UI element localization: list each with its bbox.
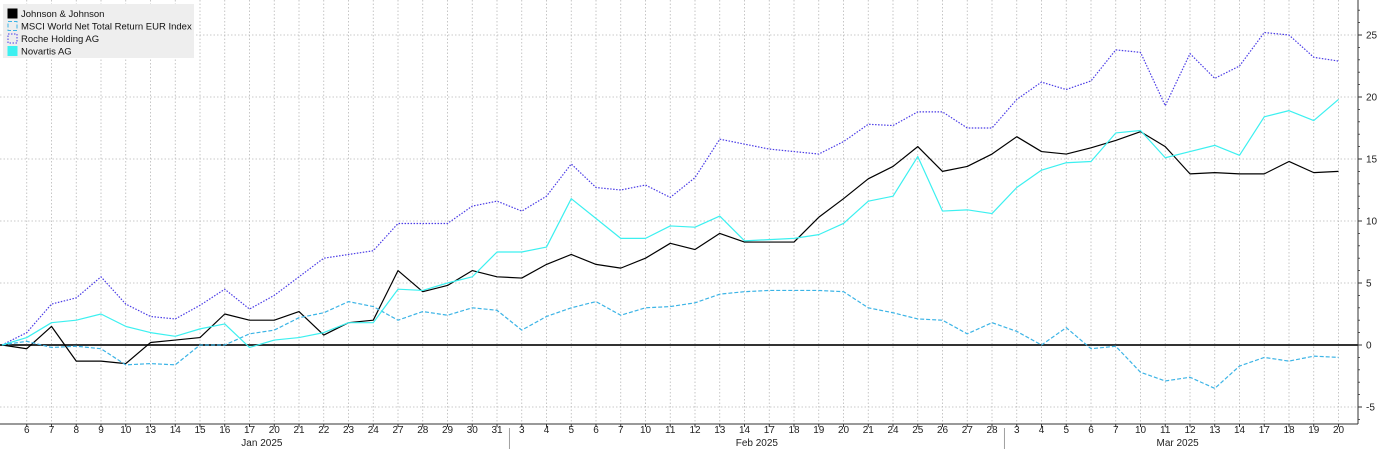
x-tick-label: 24 [368, 425, 380, 436]
x-tick-label: 26 [937, 425, 949, 436]
y-tick-label: 10 [1366, 217, 1378, 228]
legend-swatch-4 [7, 46, 18, 56]
x-tick-label: 18 [1283, 425, 1295, 436]
x-tick-label: 31 [491, 425, 503, 436]
series-line-4 [1, 99, 1339, 349]
x-tick-label: 12 [689, 425, 701, 436]
x-tick-label: 19 [813, 425, 825, 436]
x-tick-label: 15 [194, 425, 206, 436]
x-tick-label: 22 [318, 425, 330, 436]
x-tick-label: 9 [98, 425, 104, 436]
series-layer [1, 31, 1339, 389]
x-tick-label: 11 [665, 425, 676, 436]
x-tick-label: 23 [343, 425, 355, 436]
x-tick-label: 14 [739, 425, 751, 436]
grid [0, 0, 1358, 424]
x-tick-label: 14 [170, 425, 182, 436]
legend-label-3: Roche Holding AG [21, 34, 99, 45]
month-label: Jan 2025 [241, 438, 283, 449]
x-tick-label: 13 [714, 425, 726, 436]
x-tick-label: 20 [269, 425, 281, 436]
x-tick-label: 17 [1259, 425, 1271, 436]
legend-swatch-1 [7, 8, 18, 19]
x-tick-label: 14 [1234, 425, 1246, 436]
legend-swatch-3 [7, 33, 18, 44]
x-tick-label: 4 [1039, 425, 1045, 436]
x-tick-label: 6 [24, 425, 30, 436]
x-tick-label: 30 [467, 425, 479, 436]
x-tick-label: 10 [640, 425, 652, 436]
x-tick-label: 11 [1160, 425, 1171, 436]
x-tick-label: 8 [73, 425, 79, 436]
series-line-2 [1, 289, 1339, 389]
y-tick-label: 5 [1366, 279, 1372, 290]
x-tick-label: 27 [392, 425, 404, 436]
x-tick-label: 24 [887, 425, 899, 436]
x-tick-label: 20 [838, 425, 850, 436]
x-tick-label: 7 [1113, 425, 1119, 436]
x-tick-label: 13 [145, 425, 157, 436]
x-tick-label: 10 [120, 425, 132, 436]
x-tick-label: 28 [986, 425, 998, 436]
y-tick-label: 15 [1366, 155, 1378, 166]
month-label: Feb 2025 [736, 438, 779, 449]
legend-box [3, 4, 194, 58]
x-tick-label: 4 [544, 425, 550, 436]
x-tick-label: 29 [442, 425, 454, 436]
x-tick-label: 16 [219, 425, 231, 436]
legend: Johnson & Johnson MSCI World Net Total Re… [3, 4, 194, 58]
legend-swatch-2 [7, 21, 18, 31]
x-tick-label: 10 [1135, 425, 1147, 436]
x-tick-label: 7 [618, 425, 624, 436]
legend-label-1: Johnson & Johnson [21, 9, 104, 20]
y-tick-label: 25 [1366, 31, 1378, 42]
y-tick-label: 20 [1366, 93, 1378, 104]
x-tick-label: 6 [1088, 425, 1094, 436]
x-tick-label: 5 [1063, 425, 1069, 436]
x-tick-label: 17 [244, 425, 256, 436]
x-tick-label: 25 [912, 425, 924, 436]
legend-label-2: MSCI World Net Total Return EUR Index [21, 22, 192, 33]
x-tick-label: 17 [764, 425, 776, 436]
x-tick-label: 27 [962, 425, 974, 436]
x-tick-label: 19 [1308, 425, 1320, 436]
series-line-3 [1, 31, 1339, 346]
x-tick-label: 12 [1184, 425, 1196, 436]
x-tick-label: 13 [1209, 425, 1221, 436]
x-tick-label: 21 [293, 425, 305, 436]
x-tick-label: 20 [1333, 425, 1345, 436]
month-label: Mar 2025 [1157, 438, 1200, 449]
y-tick-label: 0 [1366, 341, 1372, 352]
y-tick-label: -5 [1366, 403, 1375, 414]
x-tick-label: 6 [593, 425, 599, 436]
x-tick-label: 5 [568, 425, 574, 436]
x-tick-label: 21 [863, 425, 875, 436]
series-line-1 [1, 131, 1339, 365]
x-tick-label: 28 [417, 425, 429, 436]
x-tick-label: 3 [519, 425, 525, 436]
x-tick-label: 7 [49, 425, 55, 436]
x-tick-label: 3 [1014, 425, 1020, 436]
legend-label-4: Novartis AG [21, 47, 72, 58]
x-tick-label: 18 [788, 425, 800, 436]
